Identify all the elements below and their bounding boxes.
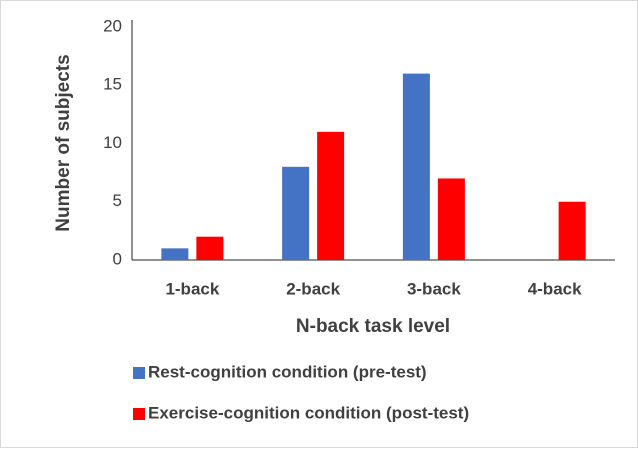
- bar: [558, 201, 586, 260]
- x-tick-label: 2-back: [286, 279, 340, 298]
- y-tick-label: 0: [113, 249, 122, 268]
- y-tick-label: 20: [103, 16, 122, 35]
- bar: [317, 131, 345, 260]
- bar: [161, 248, 189, 260]
- legend-swatch: [133, 408, 145, 420]
- x-tick-label: 4-back: [528, 279, 582, 298]
- bar: [196, 236, 224, 260]
- y-tick-label: 10: [103, 133, 122, 152]
- x-tick-label: 3-back: [407, 279, 461, 298]
- bar: [282, 166, 310, 260]
- bar: [437, 178, 465, 260]
- legend-label: Rest-cognition condition (pre-test): [148, 362, 427, 381]
- x-axis-title: N-back task level: [296, 316, 450, 337]
- legend-swatch: [133, 367, 145, 379]
- y-axis-title: Number of subjects: [53, 54, 74, 231]
- x-tick-label: 1-back: [165, 279, 219, 298]
- legend-label: Exercise-cognition condition (post-test): [148, 403, 469, 422]
- y-tick-label: 15: [103, 75, 122, 94]
- y-tick-label: 5: [113, 191, 122, 210]
- bar: [402, 73, 430, 260]
